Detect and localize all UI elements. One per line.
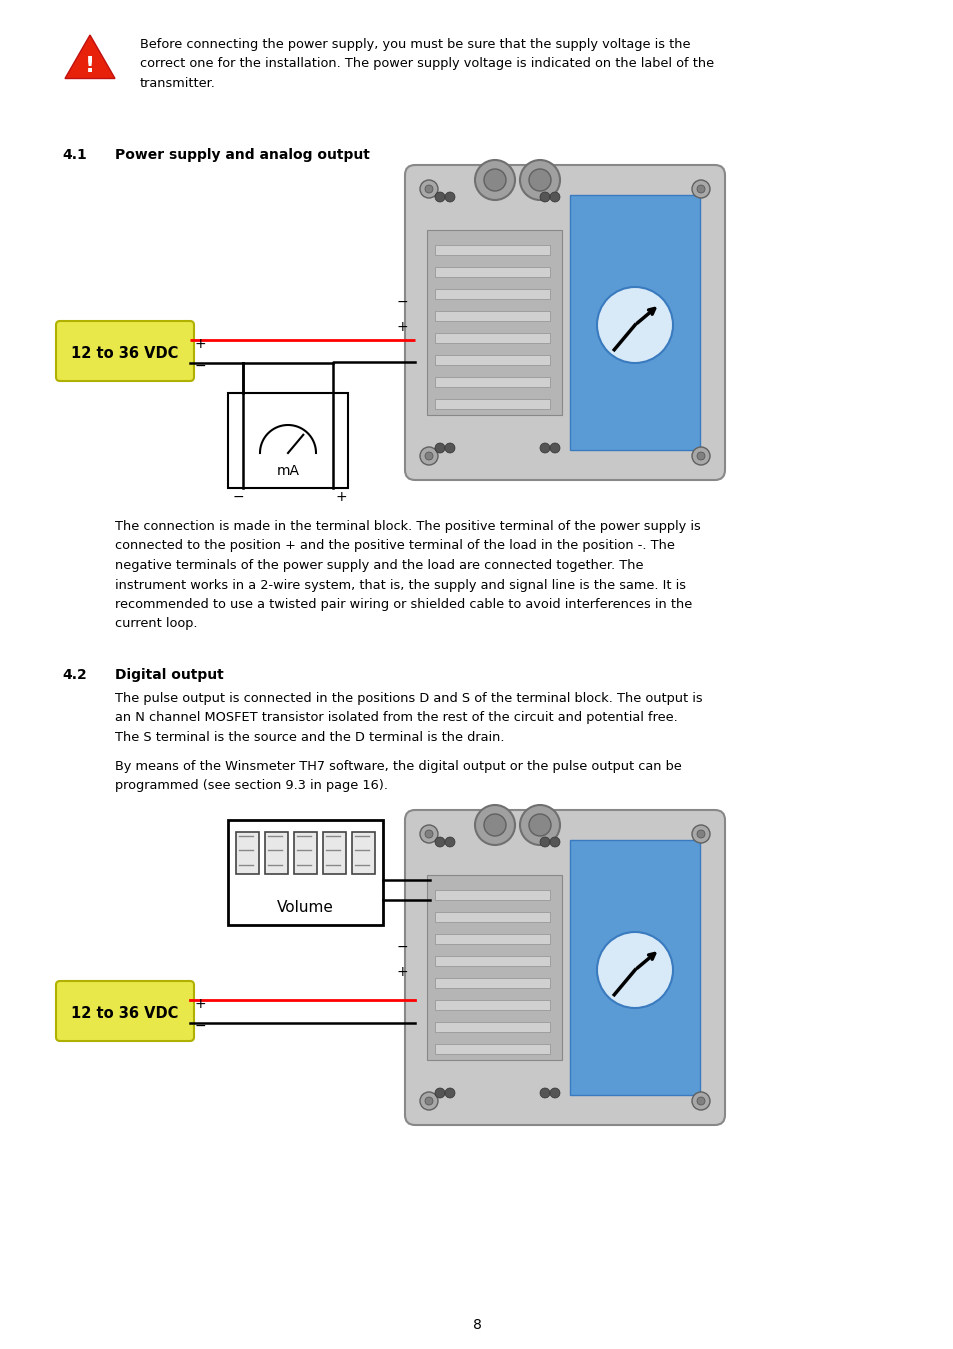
Bar [435,246,550,255]
Circle shape [539,836,550,847]
Bar [435,333,550,343]
Polygon shape [65,35,115,78]
Text: −: − [233,490,244,505]
Circle shape [691,826,709,843]
Bar [435,376,550,387]
FancyBboxPatch shape [405,165,724,480]
Bar [435,267,550,277]
Bar [569,840,700,1095]
Bar [294,832,316,874]
Text: !: ! [85,57,95,76]
Text: −: − [194,1018,207,1033]
FancyBboxPatch shape [405,809,724,1125]
Circle shape [519,161,559,200]
Bar [435,978,550,987]
Bar [435,934,550,944]
Bar [427,229,561,415]
Circle shape [539,1089,550,1098]
Circle shape [697,1097,704,1105]
Text: 12 to 36 VDC: 12 to 36 VDC [71,345,178,360]
Text: The pulse output is connected in the positions D and S of the terminal block. Th: The pulse output is connected in the pos… [115,692,702,745]
FancyBboxPatch shape [56,981,193,1041]
Text: By means of the Winsmeter TH7 software, the digital output or the pulse output c: By means of the Winsmeter TH7 software, … [115,759,681,792]
Bar [435,355,550,366]
Bar [569,196,700,451]
Text: Volume: Volume [276,900,334,915]
Bar [435,1023,550,1032]
Bar [228,820,382,925]
Bar [235,832,258,874]
Circle shape [691,1091,709,1110]
Circle shape [550,442,559,453]
Circle shape [539,192,550,202]
Circle shape [424,452,433,460]
Circle shape [519,805,559,844]
Circle shape [444,836,455,847]
Bar [323,832,346,874]
Text: Power supply and analog output: Power supply and analog output [115,148,370,162]
Text: 12 to 36 VDC: 12 to 36 VDC [71,1005,178,1020]
Circle shape [691,179,709,198]
Text: +: + [335,490,347,505]
Circle shape [697,185,704,193]
Circle shape [539,442,550,453]
Circle shape [691,447,709,465]
Bar [435,890,550,900]
Circle shape [424,185,433,193]
Circle shape [529,169,551,192]
Text: Digital output: Digital output [115,668,224,683]
Circle shape [597,932,672,1008]
Circle shape [475,161,515,200]
Circle shape [435,192,444,202]
Circle shape [419,179,437,198]
Text: 4.1: 4.1 [62,148,87,162]
FancyBboxPatch shape [56,321,193,380]
Text: −: − [396,940,408,954]
Circle shape [424,830,433,838]
Text: +: + [194,337,207,351]
Circle shape [550,1089,559,1098]
Circle shape [419,1091,437,1110]
Bar [265,832,288,874]
Text: 8: 8 [472,1318,481,1331]
Circle shape [444,442,455,453]
Bar [435,1044,550,1054]
Circle shape [444,192,455,202]
Circle shape [424,1097,433,1105]
Text: +: + [194,997,207,1010]
Circle shape [475,805,515,844]
Text: −: − [194,359,207,374]
Text: +: + [396,965,408,979]
Circle shape [483,813,505,836]
Circle shape [435,836,444,847]
Text: 4.2: 4.2 [62,668,87,683]
Bar [435,312,550,321]
Text: −: − [396,295,408,309]
Bar [435,956,550,966]
Circle shape [550,836,559,847]
Text: The connection is made in the terminal block. The positive terminal of the power: The connection is made in the terminal b… [115,519,700,630]
Circle shape [697,830,704,838]
Bar [228,393,348,488]
Circle shape [529,813,551,836]
Bar [435,912,550,921]
Bar [435,289,550,299]
Bar [435,1000,550,1010]
Circle shape [419,447,437,465]
Text: +: + [396,320,408,335]
Bar [352,832,375,874]
Circle shape [483,169,505,192]
Circle shape [435,442,444,453]
Bar [427,876,561,1060]
Text: Before connecting the power supply, you must be sure that the supply voltage is : Before connecting the power supply, you … [140,38,714,90]
Circle shape [550,192,559,202]
Circle shape [444,1089,455,1098]
Bar [435,399,550,409]
Circle shape [435,1089,444,1098]
Circle shape [697,452,704,460]
Text: mA: mA [276,464,299,478]
Circle shape [597,287,672,363]
Circle shape [419,826,437,843]
